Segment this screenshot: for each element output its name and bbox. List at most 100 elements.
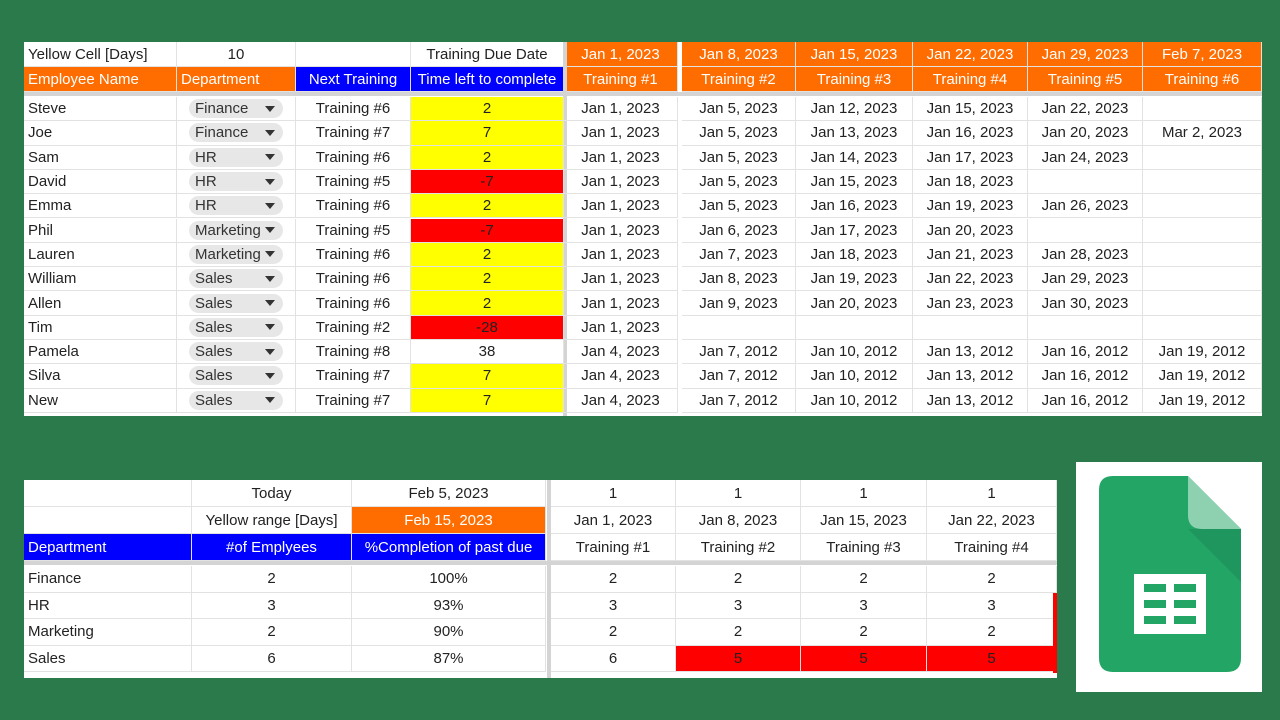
training-date-cell[interactable]: Jan 1, 2023 [564,121,678,145]
department-cell[interactable]: HR [177,170,296,194]
completion-cell[interactable]: 90% [352,619,546,646]
frozen-row-divider[interactable] [24,561,1057,565]
training-date-cell[interactable]: Jan 20, 2023 [796,291,913,315]
training-date-cell[interactable]: Jan 7, 2023 [682,243,796,267]
dropdown-caret-icon[interactable] [265,276,275,282]
training-date-cell[interactable]: Jan 6, 2023 [682,219,796,243]
due-date-header[interactable]: Jan 8, 2023 [682,42,796,67]
employee-name-cell[interactable]: David [24,170,177,194]
training-date-cell[interactable] [682,316,796,340]
time-left-cell[interactable]: 7 [411,389,564,413]
next-training-cell[interactable]: Training #5 [296,170,411,194]
time-left-cell[interactable]: 2 [411,243,564,267]
training-date-cell[interactable]: Jan 22, 2023 [913,267,1028,291]
next-training-cell[interactable]: Training #7 [296,389,411,413]
completion-header[interactable]: %Completion of past due [352,534,546,561]
training-date-cell[interactable]: Jan 18, 2023 [913,170,1028,194]
training-date-cell[interactable]: Jan 19, 2012 [1143,364,1262,388]
due-date-header[interactable]: Jan 22, 2023 [913,42,1028,67]
training-date-cell[interactable]: Jan 21, 2023 [913,243,1028,267]
training-date-cell[interactable]: Jan 10, 2012 [796,389,913,413]
training-header[interactable]: Training #2 [682,67,796,92]
due-date-header[interactable]: Jan 15, 2023 [796,42,913,67]
employee-count-cell[interactable]: 6 [192,646,352,673]
training-count-cell[interactable]: 5 [676,646,801,673]
training-date-cell[interactable] [1028,316,1143,340]
department-dropdown-chip[interactable]: Sales [189,391,283,410]
training-date-cell[interactable]: Jan 1, 2023 [564,219,678,243]
department-cell[interactable]: Marketing [177,219,296,243]
training-date-cell[interactable] [1028,170,1143,194]
dropdown-caret-icon[interactable] [265,373,275,379]
employee-name-cell[interactable]: Sam [24,146,177,170]
department-dropdown-chip[interactable]: Marketing [189,245,283,264]
time-left-cell[interactable]: 2 [411,97,564,121]
department-cell[interactable]: Marketing [177,243,296,267]
training-count-cell[interactable]: 3 [927,593,1057,620]
training-count-cell[interactable]: 2 [676,619,801,646]
employee-name-cell[interactable]: Emma [24,194,177,218]
time-left-cell[interactable]: 2 [411,267,564,291]
employee-name-cell[interactable]: William [24,267,177,291]
training-count-cell[interactable]: 3 [551,593,676,620]
due-date-header[interactable]: Jan 29, 2023 [1028,42,1143,67]
training-date-cell[interactable]: Jan 5, 2023 [682,121,796,145]
training-date-cell[interactable]: Jan 15, 2023 [913,97,1028,121]
department-dropdown-chip[interactable]: Sales [189,366,283,385]
employees-count-header[interactable]: #of Emplyees [192,534,352,561]
department-cell[interactable]: Finance [177,97,296,121]
yellow-range-label[interactable]: Yellow range [Days] [192,507,352,534]
training-date-cell[interactable]: Jan 23, 2023 [913,291,1028,315]
employee-name-cell[interactable]: Steve [24,97,177,121]
department-name-cell[interactable]: Finance [24,566,192,593]
training-date-cell[interactable]: Jan 20, 2023 [913,219,1028,243]
training-date-cell[interactable]: Jan 4, 2023 [564,389,678,413]
employee-name-cell[interactable]: Lauren [24,243,177,267]
training-date-cell[interactable]: Jan 16, 2012 [1028,389,1143,413]
training-date-cell[interactable]: Jan 5, 2023 [682,170,796,194]
training-date-cell[interactable]: Jan 13, 2012 [913,364,1028,388]
empty-cell[interactable] [24,480,192,507]
count-flag-cell[interactable]: 1 [676,480,801,507]
completion-cell[interactable]: 93% [352,593,546,620]
dropdown-caret-icon[interactable] [265,300,275,306]
training-date-cell[interactable]: Jan 5, 2023 [682,97,796,121]
training-date-cell[interactable]: Jan 1, 2023 [564,146,678,170]
training-count-cell[interactable]: 5 [801,646,927,673]
training-date-cell[interactable]: Jan 1, 2023 [564,194,678,218]
training-date-cell[interactable]: Jan 9, 2023 [682,291,796,315]
employee-name-cell[interactable]: New [24,389,177,413]
time-left-header[interactable]: Time left to complete [411,67,564,92]
next-training-cell[interactable]: Training #6 [296,194,411,218]
time-left-cell[interactable]: 2 [411,194,564,218]
training-date-cell[interactable]: Jan 24, 2023 [1028,146,1143,170]
training-date-cell[interactable]: Jan 17, 2023 [913,146,1028,170]
time-left-cell[interactable]: 38 [411,340,564,364]
training-date-cell[interactable]: Jan 8, 2023 [682,267,796,291]
due-date-header[interactable]: Feb 7, 2023 [1143,42,1262,67]
department-header[interactable]: Department [177,67,296,92]
count-flag-cell[interactable]: 1 [927,480,1057,507]
training-count-cell[interactable]: 2 [551,566,676,593]
empty-cell[interactable] [24,507,192,534]
training-date-cell[interactable] [1143,267,1262,291]
department-cell[interactable]: HR [177,146,296,170]
training-header[interactable]: Training #5 [1028,67,1143,92]
next-training-cell[interactable]: Training #6 [296,291,411,315]
training-date-cell[interactable]: Jan 16, 2023 [796,194,913,218]
next-training-cell[interactable]: Training #6 [296,243,411,267]
training-date-cell[interactable]: Jan 4, 2023 [564,340,678,364]
today-label[interactable]: Today [192,480,352,507]
training-date-cell[interactable]: Jan 1, 2023 [564,291,678,315]
count-flag-cell[interactable]: 1 [801,480,927,507]
department-cell[interactable]: Sales [177,291,296,315]
employee-count-cell[interactable]: 2 [192,619,352,646]
training-date-cell[interactable]: Jan 26, 2023 [1028,194,1143,218]
employee-name-cell[interactable]: Silva [24,364,177,388]
employee-count-cell[interactable]: 2 [192,566,352,593]
training-date-cell[interactable] [1143,146,1262,170]
due-date-header[interactable]: Jan 1, 2023 [564,42,678,67]
training-header[interactable]: Training #2 [676,534,801,561]
training-date-cell[interactable]: Jan 1, 2023 [564,316,678,340]
department-dropdown-chip[interactable]: Sales [189,269,283,288]
